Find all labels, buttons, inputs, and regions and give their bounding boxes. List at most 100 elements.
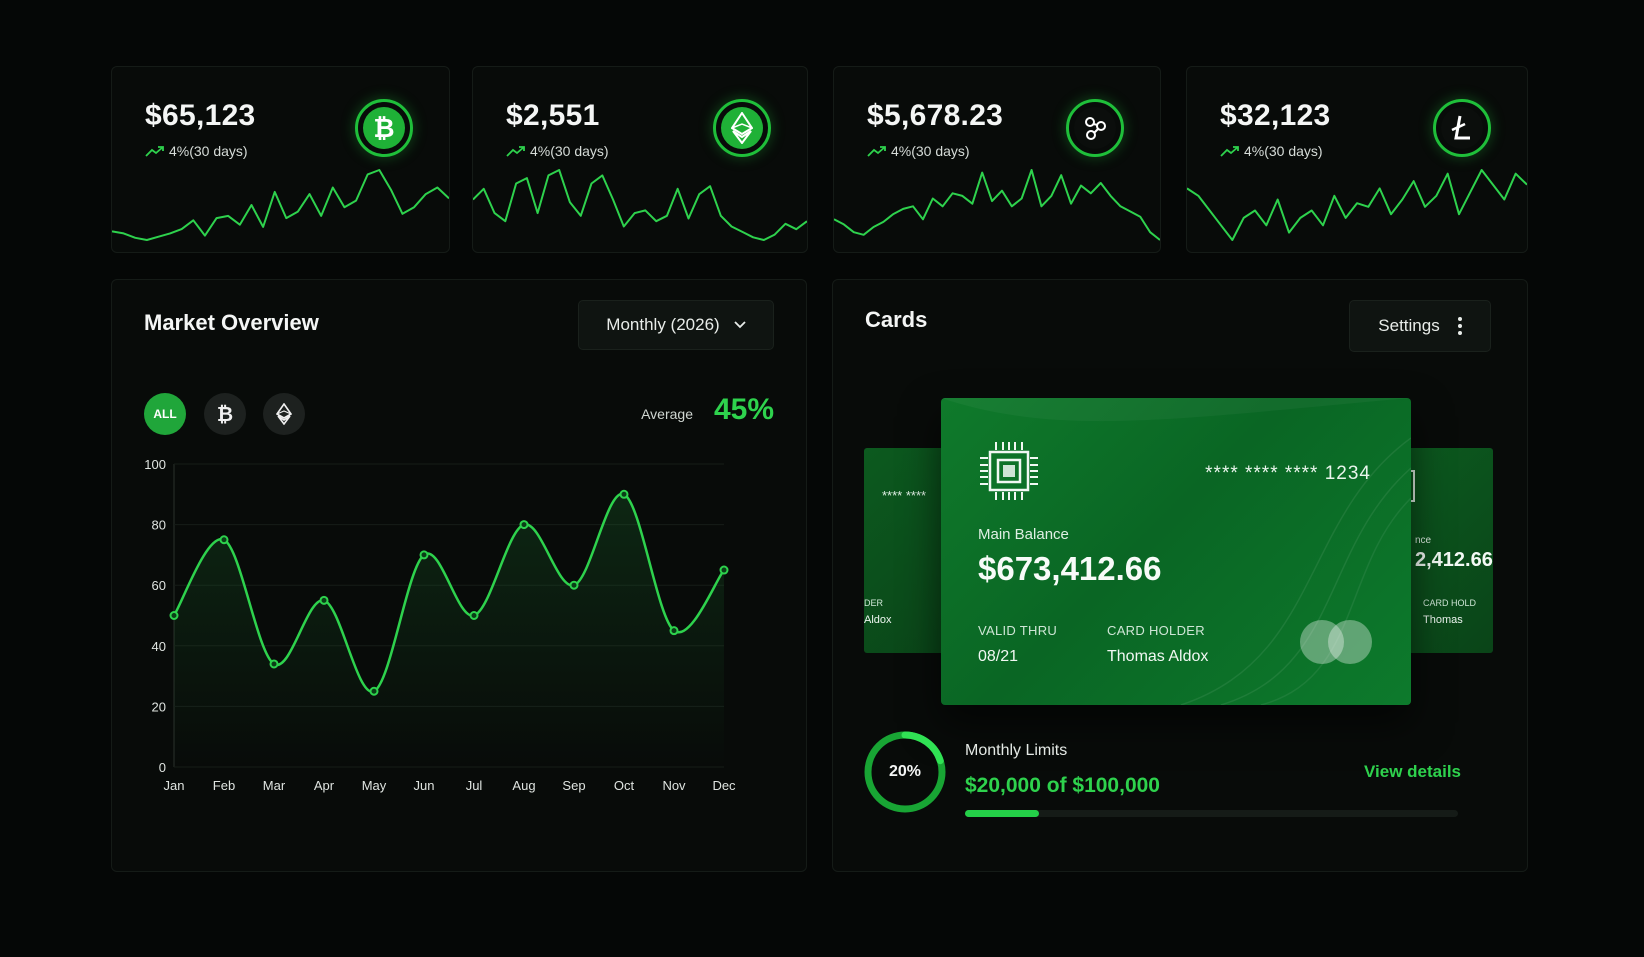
sparkline-path — [834, 169, 1160, 241]
monthly-limits-bar — [965, 810, 1458, 817]
y-tick-label: 80 — [152, 518, 166, 533]
cards-title: Cards — [865, 307, 928, 332]
more-vertical-icon — [1457, 317, 1462, 335]
card-masked-number: **** **** **** 1234 — [1205, 463, 1371, 484]
series-area — [174, 493, 724, 767]
ticker-price: $65,123 — [145, 99, 256, 132]
card-holder-label: DER — [864, 598, 884, 608]
ticker-change: 4%(30 days) — [145, 143, 248, 159]
x-tick-label: Apr — [314, 778, 335, 793]
filter-all-button[interactable]: ALL — [144, 393, 186, 435]
trend-up-icon — [506, 146, 525, 157]
x-tick-label: Oct — [614, 778, 635, 793]
monthly-limits-bar-fill — [965, 810, 1039, 817]
progress-ring-icon — [864, 731, 946, 813]
chevron-down-icon — [734, 321, 746, 329]
litecoin-icon — [1433, 99, 1491, 157]
card-masked-number: **** **** — [882, 488, 927, 503]
card-wave-decoration — [941, 398, 1411, 705]
ticker-change: 4%(30 days) — [506, 143, 609, 159]
cards-panel: Cards Settings **** **** DER Aldox nce 2… — [832, 279, 1528, 872]
x-tick-label: Aug — [512, 778, 535, 793]
data-point[interactable] — [369, 686, 379, 696]
ticker-change-text: 4%(30 days) — [1244, 143, 1323, 159]
ripple-icon — [1066, 99, 1124, 157]
ticker-price: $5,678.23 — [867, 99, 1004, 132]
x-tick-label: Jul — [466, 778, 483, 793]
card-holder-name: Thomas — [1423, 614, 1463, 626]
card-holder-name: Thomas Aldox — [1107, 648, 1209, 665]
monthly-limits-ring: 20% — [863, 730, 947, 814]
x-tick-label: Jun — [414, 778, 435, 793]
ticker-sparkline — [834, 169, 1160, 241]
ticker-card-ethereum[interactable]: $2,551 4%(30 days) — [472, 66, 808, 253]
y-tick-label: 20 — [152, 699, 166, 714]
card-holder-label: CARD HOLD — [1423, 598, 1477, 608]
y-tick-label: 0 — [159, 760, 166, 775]
x-tick-label: Jan — [164, 778, 185, 793]
data-point[interactable] — [419, 550, 429, 560]
filter-bitcoin-button[interactable]: ₿ — [204, 393, 246, 435]
period-dropdown-value: Monthly (2026) — [606, 315, 720, 334]
series-line — [172, 493, 726, 693]
data-point[interactable] — [619, 489, 629, 499]
ticker-change: 4%(30 days) — [867, 143, 970, 159]
data-point[interactable] — [719, 565, 729, 575]
trend-up-icon — [145, 146, 164, 157]
monthly-limits-value: $20,000 of $100,000 — [965, 774, 1160, 797]
data-point[interactable] — [169, 611, 179, 620]
ticker-sparkline — [112, 169, 449, 241]
period-dropdown[interactable]: Monthly (2026) — [578, 300, 774, 350]
data-point[interactable] — [569, 580, 579, 590]
card-balance: 2,412.66 — [1415, 549, 1493, 571]
data-point[interactable] — [669, 626, 679, 636]
svg-text:₿: ₿ — [373, 114, 394, 143]
sparkline-path — [112, 169, 449, 241]
ticker-sparkline — [1187, 169, 1527, 241]
ticker-change: 4%(30 days) — [1220, 143, 1323, 159]
ticker-change-text: 4%(30 days) — [891, 143, 970, 159]
data-point[interactable] — [269, 659, 279, 669]
data-point[interactable] — [219, 535, 229, 545]
trend-up-icon — [867, 146, 886, 157]
ticker-change-text: 4%(30 days) — [169, 143, 248, 159]
ticker-card-ripple[interactable]: $5,678.23 4%(30 days) — [833, 66, 1161, 253]
ticker-card-litecoin[interactable]: $32,123 4%(30 days) — [1186, 66, 1528, 253]
filter-ethereum-button[interactable] — [263, 393, 305, 435]
ethereum-icon — [276, 403, 292, 425]
card-balance-label: Main Balance — [978, 526, 1069, 543]
card-holder-label: CARD HOLDER — [1107, 623, 1205, 638]
data-point[interactable] — [319, 595, 329, 605]
data-point[interactable] — [519, 520, 529, 530]
ticker-card-bitcoin[interactable]: $65,123 4%(30 days) ₿ — [111, 66, 450, 253]
card-balance: $673,412.66 — [978, 550, 1162, 587]
view-details-link[interactable]: View details — [1363, 762, 1461, 781]
filter-all-label: ALL — [153, 407, 177, 421]
card-valid-label: VALID THRU — [978, 623, 1058, 638]
market-overview-panel: 0 20 40 60 80 100 Jan Feb Mar Apr May Jun Jul Aug Sep O… — [111, 279, 807, 872]
monthly-limits-label: Monthly Limits — [965, 742, 1068, 759]
average-label: Average — [641, 406, 693, 422]
card-chip-edge — [1407, 470, 1415, 502]
settings-button[interactable]: Settings — [1349, 300, 1491, 352]
y-tick-label: 40 — [152, 639, 166, 654]
ticker-price: $32,123 — [1220, 99, 1331, 132]
x-tick-label: May — [362, 778, 387, 793]
mastercard-logo-icon — [1300, 620, 1372, 664]
card-main[interactable]: **** **** **** 1234 Main Balance $673,41… — [941, 398, 1411, 705]
card-balance-label: nce — [1415, 535, 1432, 546]
ethereum-icon — [713, 99, 771, 157]
monthly-limits-percent: 20% — [888, 763, 922, 780]
card-holder-name: Aldox — [864, 614, 892, 626]
market-line-chart: 0 20 40 60 80 100 Jan Feb Mar Apr May Jun Jul Aug Sep O… — [144, 457, 736, 793]
x-tick-label: Dec — [712, 778, 736, 793]
card-chip-icon — [980, 442, 1038, 500]
x-tick-label: Nov — [662, 778, 686, 793]
bitcoin-icon: ₿ — [217, 402, 233, 426]
data-point[interactable] — [469, 611, 479, 620]
x-tick-label: Mar — [263, 778, 286, 793]
bitcoin-icon: ₿ — [355, 99, 413, 157]
card-valid-value: 08/21 — [978, 648, 1019, 665]
sparkline-path — [1187, 169, 1527, 241]
ticker-sparkline — [473, 169, 807, 241]
